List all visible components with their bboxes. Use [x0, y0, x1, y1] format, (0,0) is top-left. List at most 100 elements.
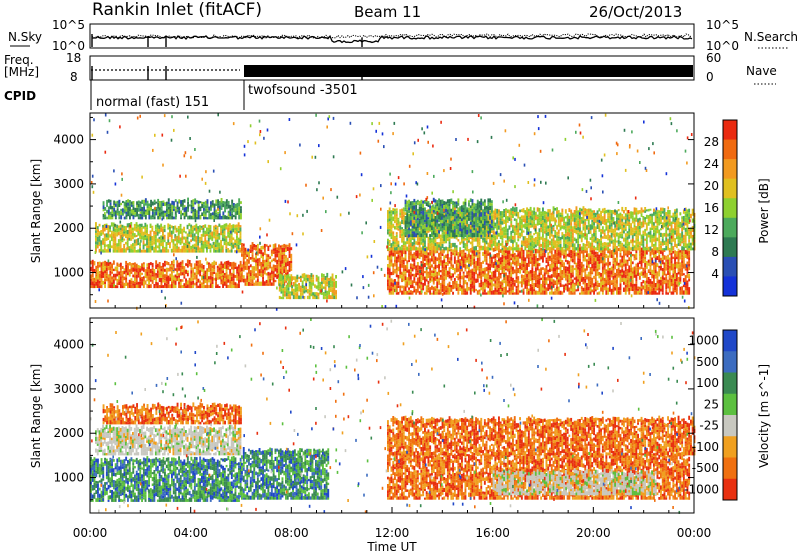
- heatmap-cell: [137, 217, 140, 220]
- heatmap-cell: [139, 284, 142, 289]
- heatmap-cell: [464, 237, 467, 241]
- heatmap-cell: [149, 284, 152, 288]
- heatmap-cell: [441, 268, 444, 272]
- heatmap-cell: [450, 260, 453, 264]
- heatmap-cell: [220, 202, 223, 205]
- heatmap-cell: [519, 224, 521, 229]
- heatmap-cell: [517, 238, 520, 242]
- heatmap-cell: [397, 217, 400, 220]
- heatmap-cell: [448, 287, 451, 292]
- heatmap-cell: [139, 216, 142, 220]
- heatmap-cell: [387, 231, 389, 235]
- heatmap-cell: [489, 252, 491, 256]
- heatmap-cell: [531, 253, 534, 258]
- nsky-label: N.Sky: [8, 30, 42, 44]
- heatmap-cell: [126, 242, 129, 247]
- heatmap-cell: [167, 239, 170, 243]
- heatmap-cell: [183, 230, 185, 233]
- heatmap-cell: [529, 291, 532, 295]
- heatmap-cell: [501, 282, 504, 286]
- heatmap-cell: [239, 241, 242, 245]
- heatmap-cell: [156, 267, 159, 271]
- heatmap-cell: [556, 269, 558, 273]
- heatmap-cell: [506, 268, 509, 272]
- heatmap-cell: [397, 266, 400, 272]
- heatmap-cell: [90, 285, 92, 288]
- heatmap-cell: [483, 246, 486, 251]
- heatmap-cell: [319, 290, 322, 295]
- heatmap-cell: [570, 275, 573, 279]
- heatmap-cell: [411, 263, 414, 268]
- heatmap-cell: [524, 244, 527, 247]
- heatmap-cell: [586, 265, 588, 268]
- heatmap-cell: [130, 271, 133, 274]
- heatmap-cell: [227, 204, 230, 209]
- heatmap-cell: [459, 268, 462, 272]
- heatmap-cell: [188, 229, 191, 232]
- heatmap-cell: [564, 247, 567, 251]
- heatmap-cell: [453, 284, 456, 289]
- heatmap-cell: [626, 249, 629, 255]
- heatmap-cell: [225, 275, 228, 280]
- heatmap-cell: [102, 240, 104, 245]
- heatmap-cell: [663, 255, 666, 260]
- heatmap-cell: [482, 281, 484, 286]
- heatmap-cell: [148, 273, 150, 277]
- heatmap-cell: [402, 207, 405, 212]
- heatmap-cell: [236, 240, 238, 244]
- heatmap-cell: [616, 254, 618, 258]
- heatmap-cell: [439, 241, 442, 247]
- heatmap-cell: [218, 263, 221, 268]
- heatmap-cell: [668, 257, 671, 262]
- heatmap-cell: [466, 254, 469, 257]
- heatmap-cell: [179, 261, 182, 266]
- heatmap-cell: [402, 240, 405, 246]
- heatmap-cell: [220, 204, 223, 208]
- heatmap-cell: [582, 251, 585, 255]
- heatmap-cell: [644, 280, 647, 286]
- heatmap-cell: [473, 280, 476, 286]
- heatmap-cell: [533, 260, 536, 265]
- heatmap-cell: [239, 265, 242, 268]
- heatmap-cell: [202, 273, 205, 278]
- heatmap-cell: [492, 273, 495, 278]
- heatmap-cell: [668, 282, 671, 287]
- heatmap-cell: [584, 268, 587, 272]
- heatmap-cell: [310, 285, 313, 289]
- heatmap-cell: [517, 214, 520, 219]
- heatmap-cell: [109, 234, 111, 238]
- heatmap-cell: [296, 279, 299, 283]
- heatmap-cell: [653, 287, 655, 291]
- heatmap-cell: [183, 207, 186, 213]
- heatmap-cell: [450, 273, 453, 276]
- heatmap-cell: [294, 292, 297, 296]
- heatmap-cell: [234, 275, 237, 278]
- heatmap-cell: [591, 281, 594, 286]
- heatmap-cell: [515, 269, 518, 272]
- heatmap-cell: [181, 260, 184, 264]
- heatmap-cell: [506, 275, 509, 278]
- heatmap-cell: [563, 237, 565, 242]
- heatmap-cell: [424, 244, 426, 247]
- heatmap-cell: [286, 257, 289, 262]
- heatmap-cell: [116, 285, 119, 289]
- heatmap-cell: [141, 211, 144, 215]
- heatmap-cell: [554, 267, 557, 271]
- heatmap-cell: [612, 251, 615, 256]
- heatmap-cell: [584, 278, 587, 283]
- heatmap-cell: [459, 249, 462, 254]
- heatmap-cell: [513, 218, 516, 221]
- heatmap-cell: [158, 229, 161, 234]
- heatmap-cell: [406, 237, 409, 241]
- heatmap-cell: [610, 280, 613, 283]
- heatmap-cell: [123, 206, 126, 210]
- heatmap-cell: [608, 271, 611, 275]
- heatmap-cell: [498, 252, 500, 256]
- heatmap-cell: [616, 290, 618, 295]
- heatmap-cell: [178, 273, 180, 276]
- heatmap-cell: [328, 290, 330, 295]
- heatmap-cell: [498, 216, 500, 221]
- heatmap-cell: [256, 278, 259, 282]
- heatmap-cell: [515, 213, 518, 217]
- heatmap-cell: [106, 209, 108, 214]
